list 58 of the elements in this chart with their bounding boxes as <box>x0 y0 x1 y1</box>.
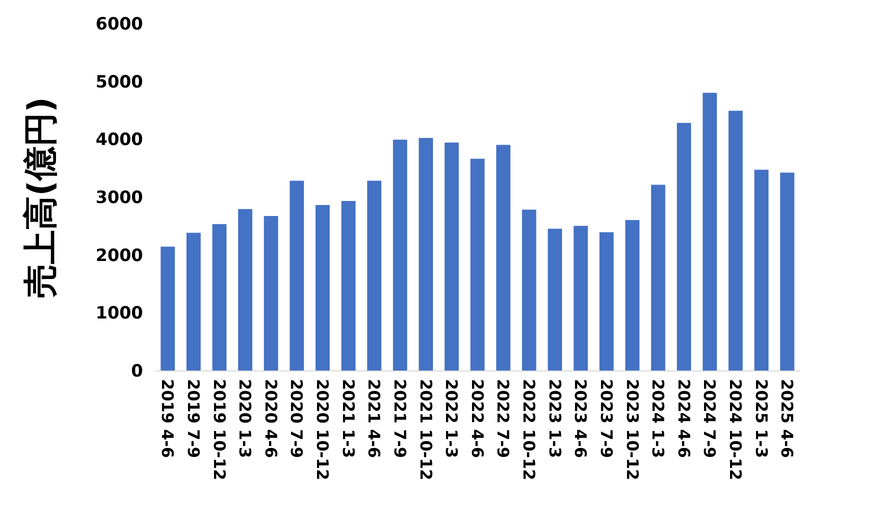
x-tick-label: 2020 7-9 <box>287 379 306 458</box>
bar <box>599 232 614 371</box>
bar <box>444 142 459 371</box>
bar <box>702 92 717 371</box>
x-tick-label: 2019 4-6 <box>158 379 178 458</box>
x-tick-label: 2022 7-9 <box>494 379 513 458</box>
bar <box>341 200 356 371</box>
x-tick-label: 2019 7-9 <box>184 379 203 458</box>
bar <box>548 228 562 371</box>
y-axis-title: 売上高(億円) <box>21 96 61 298</box>
x-tick-label: 2023 10-12 <box>622 379 642 480</box>
y-tick-label: 0 <box>131 361 144 382</box>
bar <box>264 216 278 371</box>
x-tick-label: 2021 10-12 <box>416 379 436 480</box>
x-tick-label: 2022 10-12 <box>520 379 539 480</box>
bar <box>676 122 692 371</box>
x-tick-label: 2025 4-6 <box>778 379 797 458</box>
bar <box>651 184 666 371</box>
y-tick-label: 6000 <box>96 14 144 34</box>
y-tick-label: 3000 <box>96 188 144 208</box>
bar <box>496 144 510 371</box>
y-tick-label: 2000 <box>96 246 144 266</box>
x-tick-label: 2020 4-6 <box>261 379 280 458</box>
x-tick-label: 2019 10-12 <box>210 379 229 480</box>
bar <box>625 220 640 371</box>
x-tick-label: 2021 7-9 <box>390 379 410 458</box>
bar <box>754 170 769 371</box>
bar <box>392 140 408 371</box>
bar <box>470 158 485 371</box>
bar <box>212 224 226 371</box>
y-tick-label: 1000 <box>96 304 144 324</box>
x-tick-label: 2024 1-3 <box>648 379 668 458</box>
bar <box>728 110 743 371</box>
x-tick-label: 2024 4-6 <box>674 379 694 458</box>
x-tick-label: 2023 1-3 <box>545 379 564 458</box>
bar <box>186 232 201 371</box>
bar <box>290 180 304 371</box>
x-tick-label: 2025 1-3 <box>752 379 771 458</box>
bar <box>367 180 382 371</box>
x-tick-label: 2020 10-12 <box>313 379 332 480</box>
x-tick-label: 2024 7-9 <box>700 379 720 458</box>
bar <box>574 226 588 371</box>
x-tick-label: 2022 1-3 <box>442 379 462 458</box>
bar <box>780 172 794 371</box>
x-tick-label: 2024 10-12 <box>726 379 746 480</box>
x-tick-label: 2022 4-6 <box>468 379 487 458</box>
bar <box>418 138 433 371</box>
bar <box>160 246 175 371</box>
x-tick-label: 2020 1-3 <box>236 379 255 458</box>
bar <box>522 210 536 371</box>
x-tick-label: 2021 4-6 <box>364 379 384 458</box>
x-tick-label: 2021 1-3 <box>338 379 358 458</box>
bar <box>238 209 252 371</box>
x-tick-label: 2023 7-9 <box>596 379 616 458</box>
y-tick-label: 4000 <box>96 130 144 150</box>
y-tick-label: 5000 <box>96 72 144 92</box>
x-tick-label: 2023 4-6 <box>571 379 590 458</box>
bar <box>316 205 330 371</box>
